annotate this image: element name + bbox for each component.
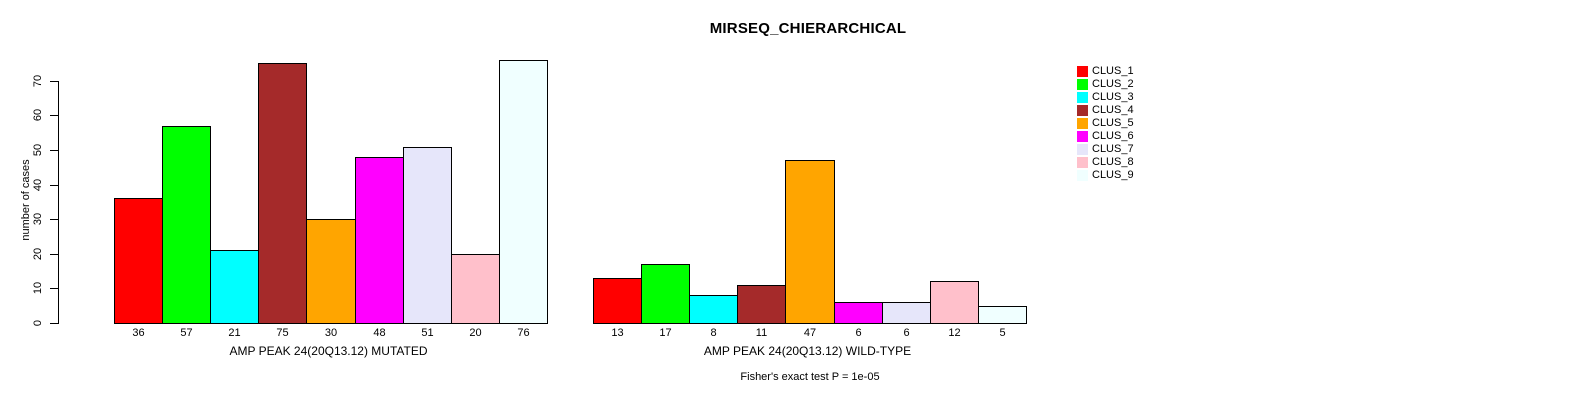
legend-item: CLUS_7	[1077, 143, 1134, 156]
bar-clus_8	[930, 281, 979, 324]
bar-value-label: 17	[659, 327, 672, 339]
y-axis-tick	[50, 115, 58, 116]
bar-value-label: 48	[373, 327, 386, 339]
legend-item: CLUS_1	[1077, 65, 1134, 78]
legend-item: CLUS_4	[1077, 104, 1134, 117]
y-tick-label: 40	[32, 178, 44, 192]
bar-value-label: 51	[421, 327, 434, 339]
bar-value-label: 8	[710, 327, 717, 339]
y-axis-tick	[50, 150, 58, 151]
bar-clus_9	[978, 306, 1027, 324]
y-tick-label: 50	[32, 143, 44, 157]
legend-label: CLUS_9	[1092, 169, 1134, 181]
bar-clus_7	[403, 147, 452, 324]
legend-item: CLUS_9	[1077, 169, 1134, 182]
bar-clus_7	[882, 302, 931, 324]
legend-label: CLUS_4	[1092, 104, 1134, 116]
y-axis-tick	[50, 288, 58, 289]
bar-value-label: 75	[276, 327, 289, 339]
legend-swatch-icon	[1077, 118, 1088, 129]
y-axis-tick	[50, 185, 58, 186]
legend-swatch-icon	[1077, 144, 1088, 155]
legend-swatch-icon	[1077, 131, 1088, 142]
bar-clus_1	[114, 198, 163, 324]
legend-item: CLUS_6	[1077, 130, 1134, 143]
bar-value-label: 5	[999, 327, 1006, 339]
legend-item: CLUS_5	[1077, 117, 1134, 130]
x-axis-title-mutated: AMP PEAK 24(20Q13.12) MUTATED	[229, 344, 428, 358]
y-tick-label: 30	[32, 212, 44, 226]
bar-clus_8	[451, 254, 500, 324]
y-axis-line	[58, 81, 59, 324]
bar-clus_5	[306, 219, 356, 324]
bar-value-label: 21	[228, 327, 241, 339]
y-tick-label: 0	[32, 319, 44, 327]
bar-value-label: 11	[755, 327, 768, 339]
y-tick-label: 10	[32, 281, 44, 295]
bar-value-label: 12	[948, 327, 961, 339]
legend-swatch-icon	[1077, 170, 1088, 181]
bar-clus_3	[210, 250, 259, 324]
bar-value-label: 6	[903, 327, 910, 339]
legend-item: CLUS_2	[1077, 78, 1134, 91]
y-tick-label: 70	[32, 74, 44, 88]
bar-value-label: 13	[611, 327, 624, 339]
legend-label: CLUS_5	[1092, 117, 1134, 129]
legend-label: CLUS_7	[1092, 143, 1134, 155]
legend-label: CLUS_8	[1092, 156, 1134, 168]
y-axis-tick	[50, 219, 58, 220]
bar-value-label: 30	[324, 327, 338, 339]
bar-clus_4	[258, 63, 307, 324]
bar-clus_9	[499, 60, 548, 324]
bar-clus_6	[834, 302, 883, 324]
legend-label: CLUS_2	[1092, 78, 1134, 90]
fisher-test-annotation: Fisher's exact test P = 1e-05	[740, 371, 880, 383]
legend-swatch-icon	[1077, 157, 1088, 168]
y-axis-tick	[50, 254, 58, 255]
legend-label: CLUS_1	[1092, 65, 1134, 77]
bar-value-label: 47	[803, 327, 817, 339]
y-axis-title: number of cases	[20, 159, 32, 241]
bar-clus_3	[689, 295, 738, 324]
x-axis-title-wild-type: AMP PEAK 24(20Q13.12) WILD-TYPE	[703, 344, 912, 358]
legend-label: CLUS_3	[1092, 91, 1134, 103]
bar-value-label: 36	[132, 327, 145, 339]
bar-value-label: 6	[855, 327, 862, 339]
bar-clus_2	[162, 126, 211, 324]
legend-swatch-icon	[1077, 105, 1088, 116]
bar-clus_5	[785, 160, 835, 324]
legend-item: CLUS_3	[1077, 91, 1134, 104]
bar-clus_4	[737, 285, 786, 324]
bar-value-label: 76	[517, 327, 530, 339]
bar-clus_6	[355, 157, 404, 324]
legend-swatch-icon	[1077, 92, 1088, 103]
legend-swatch-icon	[1077, 79, 1088, 90]
y-tick-label: 60	[32, 108, 44, 122]
legend-item: CLUS_8	[1077, 156, 1134, 169]
y-axis-tick	[50, 323, 58, 324]
y-axis-tick	[50, 81, 58, 82]
bar-clus_1	[593, 278, 642, 324]
legend-swatch-icon	[1077, 66, 1088, 77]
bar-clus_2	[641, 264, 690, 324]
bar-value-label: 20	[469, 327, 482, 339]
legend: CLUS_1 CLUS_2 CLUS_3 CLUS_4 CLUS_5 CLUS_6 CLUS…	[1077, 65, 1134, 182]
legend-label: CLUS_6	[1092, 130, 1134, 142]
figure-title: MIRSEQ_CHIERARCHICAL	[709, 20, 907, 37]
bar-value-label: 57	[180, 327, 193, 339]
y-tick-label: 20	[32, 247, 44, 261]
